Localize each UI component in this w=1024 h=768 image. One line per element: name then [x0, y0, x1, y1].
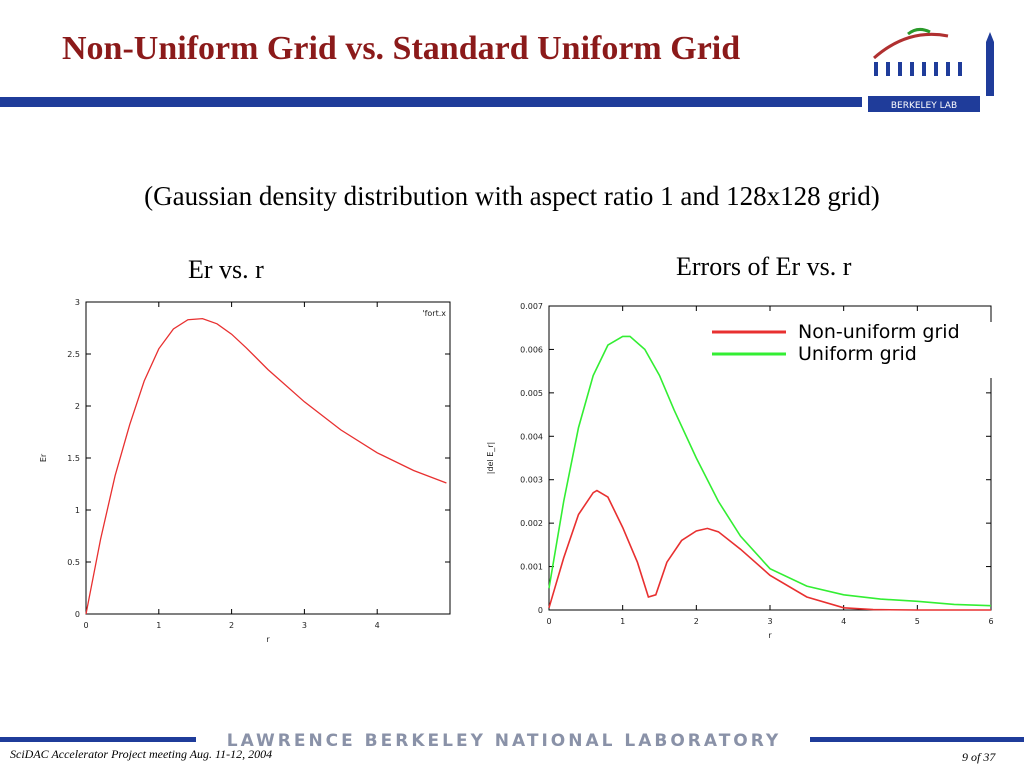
y-tick-label: 0.007 — [520, 302, 543, 311]
legend-label-0: Non-uniform grid — [798, 321, 960, 343]
plot-frame — [85, 301, 451, 615]
lab-name-text: LAWRENCE BERKELEY NATIONAL LABORATORY — [227, 731, 781, 751]
y-tick-label: 1.5 — [67, 454, 80, 463]
page-number: 9 of 37 — [962, 750, 996, 764]
x-tick-label: 1 — [620, 617, 625, 626]
x-axis-label: r — [768, 631, 772, 640]
y-tick-label: 1 — [75, 506, 80, 515]
footer-bar-left — [0, 737, 196, 742]
series-line-1 — [548, 335, 992, 607]
y-tick-label: 0 — [538, 606, 543, 615]
x-tick-label: 4 — [841, 617, 846, 626]
x-tick-label: 3 — [767, 617, 772, 626]
y-axis-label: Er — [39, 453, 48, 462]
series-line-0 — [548, 489, 991, 611]
error-vs-r-chart: 0 1 2 3 4 5 6 0 0.001 0.002 0.003 0.004 0.005 0.006 0.… — [486, 302, 994, 640]
lab-name-banner: LAWRENCE BERKELEY NATIONAL LABORATORY — [227, 731, 781, 751]
y-tick-label: 0.003 — [520, 476, 543, 485]
right-chart-heading: Errors of Er vs. r — [676, 252, 852, 281]
x-tick-label: 1 — [156, 621, 161, 630]
y-tick-label: 2.5 — [67, 350, 80, 359]
x-axis-label: r — [266, 635, 270, 644]
x-tick-label: 5 — [915, 617, 920, 626]
y-tick-label: 0.5 — [67, 558, 80, 567]
x-tick-label: 2 — [229, 621, 234, 630]
y-axis-label: |del E_r| — [486, 442, 495, 475]
legend-label-1: Uniform grid — [798, 343, 917, 365]
y-tick-label: 0.002 — [520, 519, 543, 528]
y-tick-label: 0.005 — [520, 389, 543, 398]
berkeley-lab-logo: BERKELEY LAB — [868, 27, 994, 112]
x-tick-label: 4 — [375, 621, 380, 630]
er-vs-r-chart: 0 1 2 3 4 0 0.5 1 1.5 2 2.5 3 r Er 'fort.x — [39, 298, 451, 644]
left-chart-heading: Er vs. r — [188, 255, 264, 284]
y-tick-label: 0.004 — [520, 432, 543, 441]
x-tick-label: 0 — [546, 617, 551, 626]
x-tick-label: 3 — [302, 621, 307, 630]
y-tick-label: 0 — [75, 610, 80, 619]
title-underline-bar — [0, 97, 862, 107]
x-tick-label: 0 — [83, 621, 88, 630]
y-tick-label: 2 — [75, 402, 80, 411]
x-tick-label: 6 — [988, 617, 993, 626]
y-tick-label: 3 — [75, 298, 80, 307]
y-tick-label: 0.006 — [520, 345, 543, 354]
y-tick-label: 0.001 — [520, 563, 543, 572]
series-line-0 — [85, 317, 447, 615]
legend-label: 'fort.x — [422, 309, 446, 318]
logo-text: BERKELEY LAB — [891, 101, 957, 111]
slide-title: Non-Uniform Grid vs. Standard Uniform Gr… — [62, 30, 741, 67]
footer-meeting-text: SciDAC Accelerator Project meeting Aug. … — [10, 747, 273, 761]
x-tick-label: 2 — [694, 617, 699, 626]
footer-bar-right — [810, 737, 1024, 742]
slide-subtitle: (Gaussian density distribution with aspe… — [144, 181, 880, 211]
